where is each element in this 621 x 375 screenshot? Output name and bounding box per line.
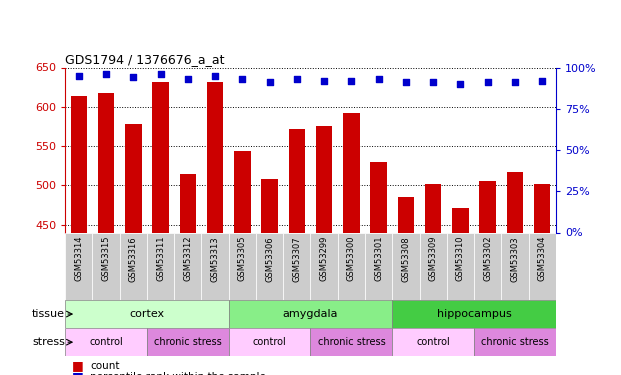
Text: control: control [416, 337, 450, 347]
Text: chronic stress: chronic stress [481, 337, 549, 347]
Bar [420, 232, 446, 300]
Bar [310, 232, 338, 300]
Text: GSM53309: GSM53309 [428, 236, 438, 281]
Text: percentile rank within the sample: percentile rank within the sample [90, 372, 266, 375]
Point [210, 73, 220, 79]
Point [156, 71, 166, 77]
Bar [310, 328, 392, 356]
Bar [125, 124, 142, 375]
Bar [534, 184, 550, 375]
Point [510, 80, 520, 86]
Point [74, 73, 84, 79]
Text: GSM53314: GSM53314 [75, 236, 83, 281]
Point [401, 80, 411, 86]
Bar [392, 232, 420, 300]
Bar [229, 328, 310, 356]
Text: GSM53313: GSM53313 [211, 236, 220, 282]
Bar [392, 300, 556, 328]
Bar [316, 126, 332, 375]
Text: control: control [253, 337, 286, 347]
Text: GSM53303: GSM53303 [510, 236, 519, 282]
Point [129, 74, 138, 80]
Text: GSM53310: GSM53310 [456, 236, 465, 281]
Text: GSM53305: GSM53305 [238, 236, 247, 281]
Text: hippocampus: hippocampus [437, 309, 512, 319]
Point [237, 76, 247, 82]
Bar [507, 172, 523, 375]
Point [101, 71, 111, 77]
Bar [479, 182, 496, 375]
Point [347, 78, 356, 84]
Bar [71, 96, 87, 375]
Bar [261, 179, 278, 375]
Bar [474, 328, 556, 356]
Text: chronic stress: chronic stress [154, 337, 222, 347]
Bar [289, 129, 305, 375]
Point [319, 78, 329, 84]
Text: GSM53302: GSM53302 [483, 236, 492, 281]
Point [183, 76, 193, 82]
Bar [98, 93, 114, 375]
Text: count: count [90, 361, 120, 370]
Bar [229, 232, 256, 300]
Bar [152, 82, 169, 375]
Bar [201, 232, 229, 300]
Point [483, 80, 492, 86]
Text: GSM53307: GSM53307 [292, 236, 301, 282]
Text: GSM53311: GSM53311 [156, 236, 165, 281]
Bar [256, 232, 283, 300]
Text: GDS1794 / 1376676_a_at: GDS1794 / 1376676_a_at [65, 53, 225, 66]
Bar [65, 300, 229, 328]
Text: tissue: tissue [32, 309, 65, 319]
Point [292, 76, 302, 82]
Bar [229, 300, 392, 328]
Point [537, 78, 547, 84]
Point [455, 81, 465, 87]
Point [374, 76, 384, 82]
Point [265, 80, 274, 86]
Text: GSM53308: GSM53308 [401, 236, 410, 282]
Bar [179, 174, 196, 375]
Text: chronic stress: chronic stress [317, 337, 385, 347]
Bar [65, 328, 147, 356]
Bar [392, 328, 474, 356]
Bar [501, 232, 528, 300]
Text: ■: ■ [71, 359, 83, 372]
Bar [365, 232, 392, 300]
Text: cortex: cortex [129, 309, 165, 319]
Text: GSM53316: GSM53316 [129, 236, 138, 282]
Bar [175, 232, 201, 300]
Text: GSM53300: GSM53300 [347, 236, 356, 281]
Text: GSM53299: GSM53299 [320, 236, 329, 281]
Point [428, 80, 438, 86]
Bar [338, 232, 365, 300]
Bar [425, 184, 442, 375]
Text: GSM53301: GSM53301 [374, 236, 383, 281]
Bar [120, 232, 147, 300]
Text: GSM53315: GSM53315 [102, 236, 111, 281]
Bar [446, 232, 474, 300]
Bar [343, 113, 360, 375]
Text: GSM53306: GSM53306 [265, 236, 274, 282]
Bar [65, 232, 93, 300]
Bar [371, 162, 387, 375]
Bar [283, 232, 310, 300]
Bar [234, 151, 250, 375]
Text: ■: ■ [71, 370, 83, 375]
Bar [147, 328, 229, 356]
Bar [397, 197, 414, 375]
Bar [474, 232, 501, 300]
Text: stress: stress [32, 337, 65, 347]
Text: GSM53304: GSM53304 [538, 236, 546, 281]
Bar [147, 232, 175, 300]
Bar [207, 82, 224, 375]
Bar [528, 232, 556, 300]
Bar [452, 208, 469, 375]
Bar [93, 232, 120, 300]
Text: GSM53312: GSM53312 [183, 236, 193, 281]
Text: control: control [89, 337, 123, 347]
Text: amygdala: amygdala [283, 309, 338, 319]
